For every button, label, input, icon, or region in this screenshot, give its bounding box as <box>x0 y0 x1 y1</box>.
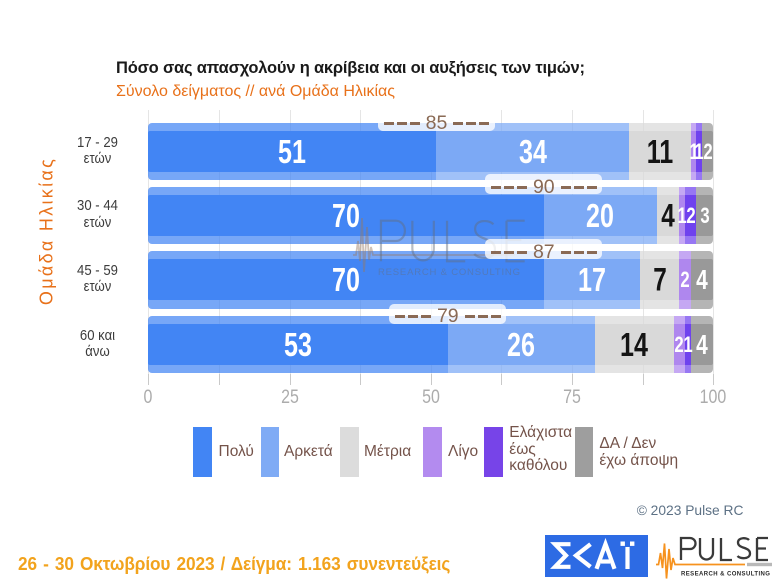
svg-text:RESEARCH & CONSULTING: RESEARCH & CONSULTING <box>378 267 521 278</box>
svg-text:RESEARCH & CONSULTING: RESEARCH & CONSULTING <box>681 572 770 578</box>
